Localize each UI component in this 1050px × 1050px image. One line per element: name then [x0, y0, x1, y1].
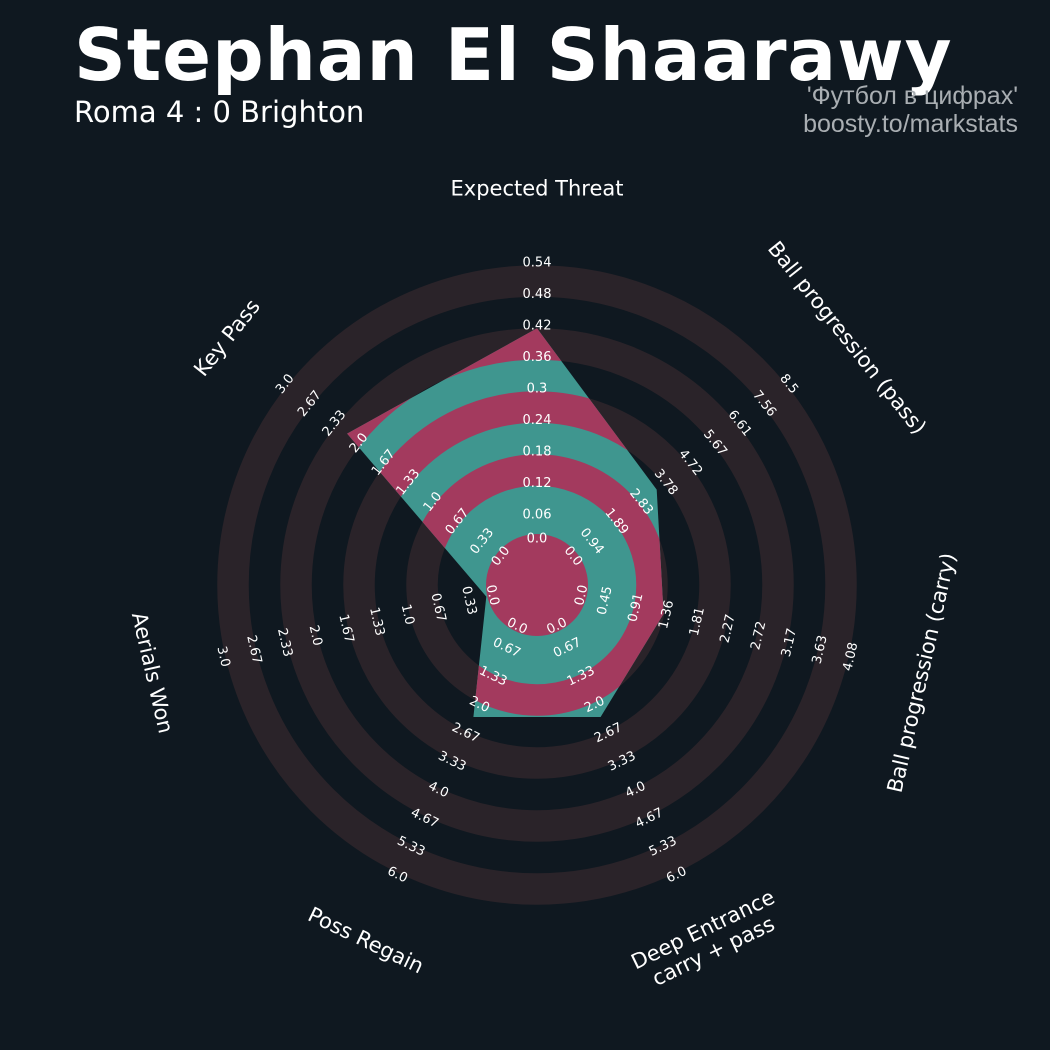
credit-line-2: boosty.to/markstats — [803, 110, 1018, 138]
radar-tick-label: 0.45 — [595, 585, 616, 617]
radar-tick-label: 4.08 — [840, 641, 861, 673]
radar-ring-band — [217, 265, 857, 905]
radar-tick-label: 0.42 — [523, 319, 552, 334]
radar-tick-label: 0.3 — [527, 382, 548, 397]
radar-parameter-label: Poss Regain — [304, 902, 427, 978]
radar-tick-label: 0.06 — [523, 508, 552, 523]
radar-parameter-label: Deep Entrancecarry + pass — [627, 885, 788, 996]
radar-parameter-label: Expected Threat — [451, 177, 624, 201]
radar-tick-label: 1.0 — [398, 603, 417, 627]
radar-tick-label: 2.72 — [748, 620, 769, 652]
radar-tick-label: 3.63 — [810, 634, 831, 666]
radar-tick-label: 2.27 — [718, 613, 739, 645]
radar-tick-label: 0.24 — [523, 413, 552, 428]
page-title: Stephan El Shaarawy — [74, 13, 953, 97]
radar-tick-label: 0.33 — [458, 585, 479, 617]
radar-tick-label: 3.0 — [213, 645, 232, 669]
radar-parameter-label: Aerials Won — [127, 610, 178, 736]
radar-tick-label: 1.33 — [366, 606, 387, 638]
radar-tick-label: 0.36 — [523, 350, 552, 365]
radar-tick-label: 0.48 — [523, 287, 552, 302]
radar-tick-label: 0.0 — [483, 583, 502, 607]
radar-tick-label: 2.67 — [243, 634, 264, 666]
page-subtitle: Roma 4 : 0 Brighton — [74, 95, 365, 129]
radar-tick-label: 0.67 — [427, 592, 448, 624]
radar-tick-label: 1.67 — [335, 613, 356, 645]
radar-parameter-label: Ball progression (carry) — [883, 551, 961, 795]
radar-value-band — [347, 328, 664, 717]
radar-tick-label: 1.36 — [656, 599, 677, 631]
radar-parameter-label: Key Pass — [189, 295, 265, 381]
radar-tick-label: 0.54 — [523, 256, 552, 271]
radar-tick-label: 2.0 — [306, 624, 325, 648]
radar-tick-label: 0.0 — [572, 583, 591, 607]
radar-tick-label: 0.12 — [523, 476, 552, 491]
radar-tick-label: 0.0 — [527, 532, 548, 547]
radar-tick-label: 1.81 — [687, 606, 708, 638]
credit-line-1: 'Футбол в цифрах' — [806, 82, 1018, 110]
radar-tick-label: 0.18 — [523, 445, 552, 460]
radar-center-disc — [486, 534, 588, 636]
radar-tick-label: 2.33 — [274, 627, 295, 659]
radar-tick-label: 3.17 — [779, 627, 800, 659]
radar-tick-label: 0.91 — [625, 592, 646, 624]
